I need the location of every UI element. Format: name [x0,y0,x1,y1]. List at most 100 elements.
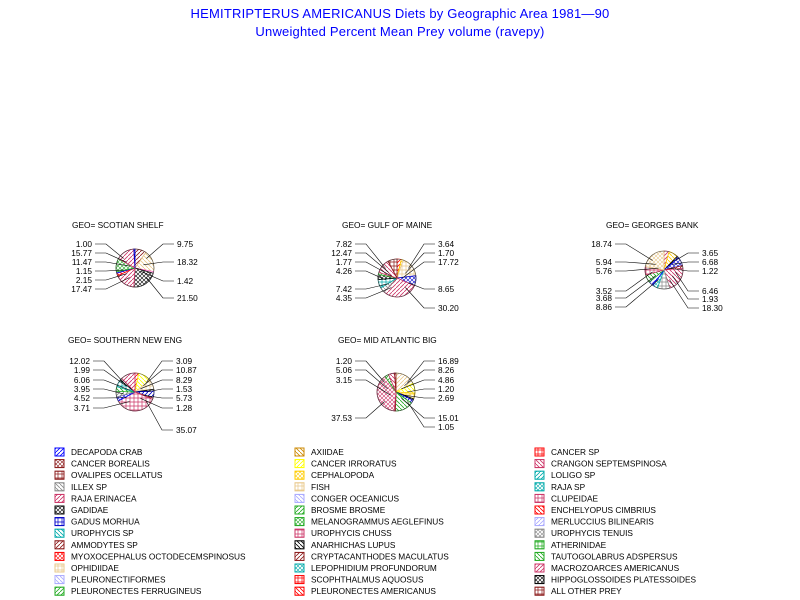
legend-label: FISH [311,482,330,492]
slice-value-label: 15.01 [438,413,459,423]
legend-swatch [294,482,305,492]
legend-swatch [294,517,305,527]
slice-value-label: 21.50 [177,293,198,303]
slice-value-label: 4.86 [438,375,455,385]
legend-swatch [294,459,305,469]
legend-label: CANCER SP [551,447,600,457]
slice-value-label: 1.70 [438,248,455,258]
legend-swatch [54,528,65,538]
pie-title: GEO= MID ATLANTIC BIG [338,335,437,345]
legend-label: ILLEX SP [71,482,107,492]
leader-line [140,398,173,409]
legend-item: RAJA ERINACEA [54,493,137,503]
slice-value-label: 6.46 [702,286,719,296]
leader-line [355,252,389,273]
slice-value-label: 3.15 [336,375,353,385]
legend-swatch [54,540,65,550]
leader-line [402,261,435,279]
legend-item: PLEURONECTES AMERICANUS [294,586,436,596]
leader-line [143,369,173,386]
leader-line [143,261,174,266]
leader-line [407,360,435,383]
leader-line [95,252,127,263]
slice-value-label: 5.06 [336,365,353,375]
legend-label: CONGER OCEANICUS [311,493,400,503]
legend-label: CRYPTACANTHODES MACULATUS [311,551,449,561]
legend-item: DECAPODA CRAB [54,447,143,457]
slice-value-label: 8.29 [176,375,193,385]
slice-value-label: 3.52 [596,286,613,296]
pie-title: GEO= SCOTIAN SHELF [72,220,164,230]
legend-label: UROPHYCIS SP [71,528,134,538]
leader-line [146,243,174,259]
legend-label: AXIIDAE [311,447,344,457]
legend-item: ATHERINIDAE [534,540,607,550]
leader-line [93,360,124,383]
slice-value-label: 3.95 [74,384,91,394]
legend-swatch [294,575,305,585]
legend-swatch [294,551,305,561]
legend-item: ANARHICHAS LUPUS [294,540,396,550]
legend-swatch [534,528,545,538]
legend-label: PLEURONECTIFORMES [71,575,166,585]
legend-swatch [294,563,305,573]
legend-swatch [54,586,65,596]
slice-value-label: 1.20 [336,356,353,366]
legend-swatch [54,459,65,469]
legend-item: FISH [294,482,330,492]
slice-value-label: 4.35 [336,293,353,303]
legend-label: CEPHALOPODA [311,470,375,480]
slice-value-label: 3.65 [702,248,719,258]
slice-value-label: 1.22 [702,266,719,276]
leader-line [404,394,435,399]
legend-swatch [294,470,305,480]
slice-value-label: 4.26 [336,266,353,276]
leader-line [95,261,130,267]
slice-value-label: 1.99 [74,365,91,375]
pie-chart-4: GEO= SOUTHERN NEW ENG 12.021.996.063.954.… [68,335,197,435]
legend-item: PLEURONECTES FERRUGINEUS [54,586,202,596]
slice-value-label: 18.30 [702,303,723,313]
legend-label: OPHIDIIDAE [71,563,119,573]
legend-item: CANCER SP [534,447,600,457]
pie-title: GEO= GEORGES BANK [606,220,699,230]
leader-line [93,379,130,391]
leader-line [615,243,653,261]
leader-line [146,388,173,393]
leader-line [672,261,699,265]
slice-value-label: 6.06 [74,375,91,385]
slice-value-label: 1.15 [76,266,93,276]
legend-item: BROSME BROSME [294,505,386,515]
legend-label: HIPPOGLOSSOIDES PLATESSOIDES [551,575,697,585]
slice-value-label: 1.05 [438,422,455,432]
legend-label: UROPHYCIS CHUSS [311,528,392,538]
slice-value-label: 8.65 [438,284,455,294]
leader-line [140,379,173,390]
slice-value-label: 10.87 [176,365,197,375]
slice-value-label: 8.86 [596,302,613,312]
slice-value-label: 5.94 [596,257,613,267]
legend-item: AXIIDAE [294,447,344,457]
legend-swatch [294,540,305,550]
leader-line [404,369,435,386]
legend-label: ALL OTHER PREY [551,586,622,596]
slice-value-label: 1.00 [76,239,93,249]
leader-line [615,261,656,265]
pie-chart-3: GEO= GEORGES BANK 18.74 5.945.76 3.523.688.… [591,220,723,313]
leader-line [669,267,699,272]
legend-swatch [294,447,305,457]
legend-item: SCOPHTHALMUS AQUOSUS [294,575,424,585]
leader-line [615,275,656,299]
slice-value-label: 8.26 [438,365,455,375]
slice-value-label: 1.77 [336,257,353,267]
leader-line [675,252,699,261]
legend-item: CANCER IRRORATUS [294,459,397,469]
legend-item: CANCER BOREALIS [54,459,150,469]
legend-swatch [534,459,545,469]
slice-value-label: 17.47 [71,284,92,294]
legend-item: MYOXOCEPHALUS OCTODECEMSPINOSUS [54,551,246,561]
legend-swatch [534,505,545,515]
leader-line [355,261,392,277]
leader-line [405,287,435,309]
